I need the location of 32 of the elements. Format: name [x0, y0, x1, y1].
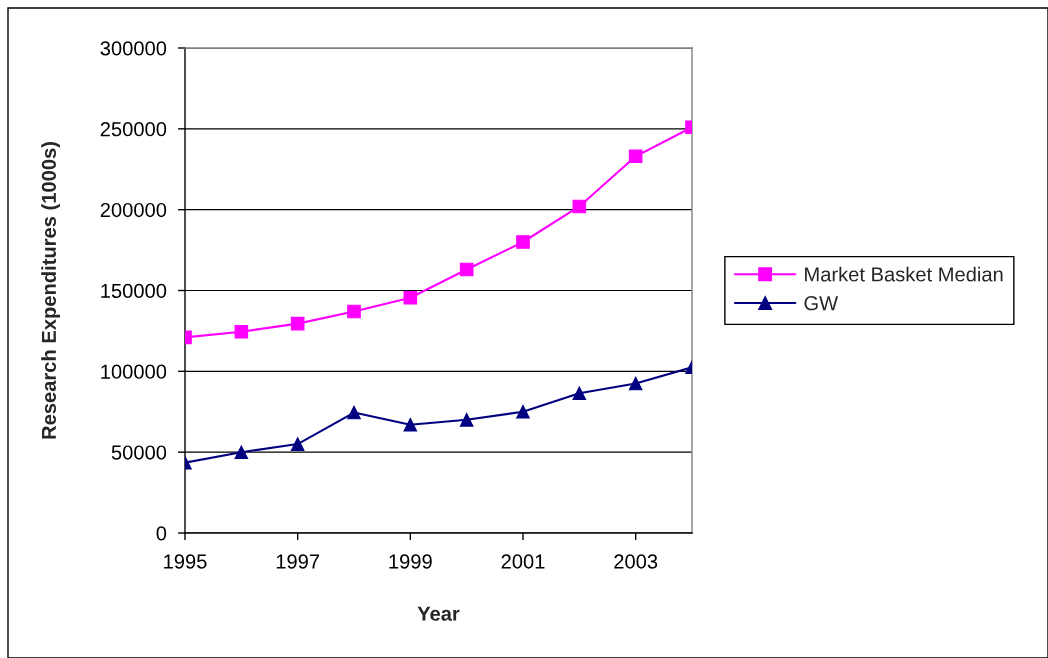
y-tick-label: 250000	[100, 122, 167, 137]
y-tick-label: 150000	[101, 283, 167, 298]
point	[459, 262, 474, 277]
point	[516, 404, 530, 419]
x-tick-label: 1995	[164, 554, 207, 569]
point	[459, 413, 474, 427]
point	[403, 290, 418, 305]
x-tick-label: 2001	[501, 554, 545, 569]
x-tick-label: 1997	[276, 554, 320, 569]
point	[572, 199, 587, 214]
y-tick-label: 100000	[101, 364, 167, 379]
y-tick-label: 200000	[100, 202, 167, 218]
point	[403, 417, 418, 432]
legend-label: Market Basket Median	[805, 266, 1003, 282]
point	[290, 316, 305, 331]
point	[234, 324, 249, 339]
point	[347, 405, 361, 420]
point	[628, 376, 643, 391]
point	[516, 235, 530, 249]
point	[572, 386, 587, 400]
x-tick-label: 1999	[389, 554, 432, 569]
point	[234, 445, 249, 459]
point	[290, 437, 305, 451]
legend-label: GW	[804, 296, 839, 311]
point	[347, 304, 361, 319]
y-tick-label: 50000	[111, 445, 167, 460]
y-tick-label: 300000	[100, 41, 167, 56]
x-axis-title: Year	[417, 606, 460, 621]
y-tick-label: 0	[156, 526, 167, 541]
y-axis-title: Research Expenditures (1000s)	[41, 142, 60, 439]
point	[628, 149, 643, 164]
x-tick-label: 2003	[614, 554, 658, 569]
